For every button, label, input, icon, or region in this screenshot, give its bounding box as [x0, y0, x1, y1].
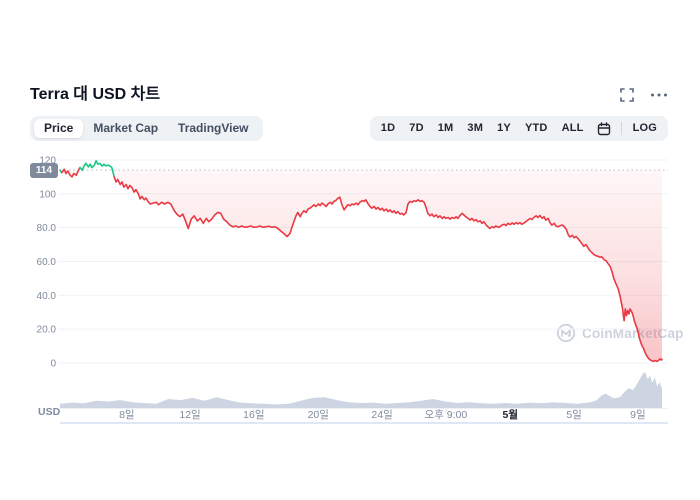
y-axis-label: 40.0	[37, 291, 57, 302]
price-line-segment	[60, 166, 81, 178]
range-button-1d[interactable]: 1D	[380, 122, 396, 134]
x-axis-label: 20일	[308, 408, 329, 421]
x-axis-label: 5월	[503, 408, 519, 421]
range-button-1y[interactable]: 1Y	[497, 122, 511, 134]
page-title: Terra 대 USD 차트	[30, 86, 161, 103]
time-range-toolbar: 1D 7D 1M 3M 1Y YTD ALL LOG	[369, 116, 668, 141]
x-axis-label: 9일	[630, 408, 646, 421]
x-axis-label: 12일	[179, 408, 200, 421]
y-axis-label: 100	[39, 189, 56, 200]
price-line-segment	[113, 176, 663, 363]
y-axis-label: 0	[50, 359, 56, 370]
currency-label: USD	[38, 406, 61, 418]
y-axis-label: 20.0	[37, 325, 57, 336]
log-scale-button[interactable]: LOG	[632, 122, 657, 134]
range-button-all[interactable]: ALL	[561, 122, 584, 134]
y-axis-label: 60.0	[37, 257, 57, 268]
x-axis-label: 오후 9:00	[425, 409, 468, 421]
price-line-segment	[79, 160, 115, 178]
y-axis-label: 80.0	[37, 223, 57, 234]
chart-type-tabs: Price Market Cap TradingView	[30, 116, 263, 141]
reference-price-badge: 114	[30, 162, 58, 178]
range-button-1m[interactable]: 1M	[437, 122, 454, 134]
tab-market-cap[interactable]: Market Cap	[93, 121, 159, 135]
fullscreen-icon[interactable]	[620, 88, 634, 102]
range-button-3m[interactable]: 3M	[467, 122, 484, 134]
y-axis-label: 120	[39, 156, 56, 167]
calendar-icon[interactable]	[591, 121, 617, 136]
x-axis-label: 5일	[566, 408, 582, 421]
x-axis-label: 24일	[371, 408, 392, 421]
price-area-fill	[60, 170, 662, 362]
cmc-logo-icon	[556, 323, 576, 343]
tab-tradingview[interactable]: TradingView	[178, 121, 249, 135]
more-options-icon[interactable]	[650, 92, 668, 98]
range-button-7d[interactable]: 7D	[409, 122, 424, 134]
tab-price[interactable]: Price	[34, 119, 84, 138]
x-axis-label: 16일	[243, 408, 264, 421]
x-axis-label: 8일	[119, 408, 135, 421]
range-button-ytd[interactable]: YTD	[524, 122, 548, 134]
volume-area	[60, 372, 662, 408]
toolbar-divider	[620, 122, 622, 135]
